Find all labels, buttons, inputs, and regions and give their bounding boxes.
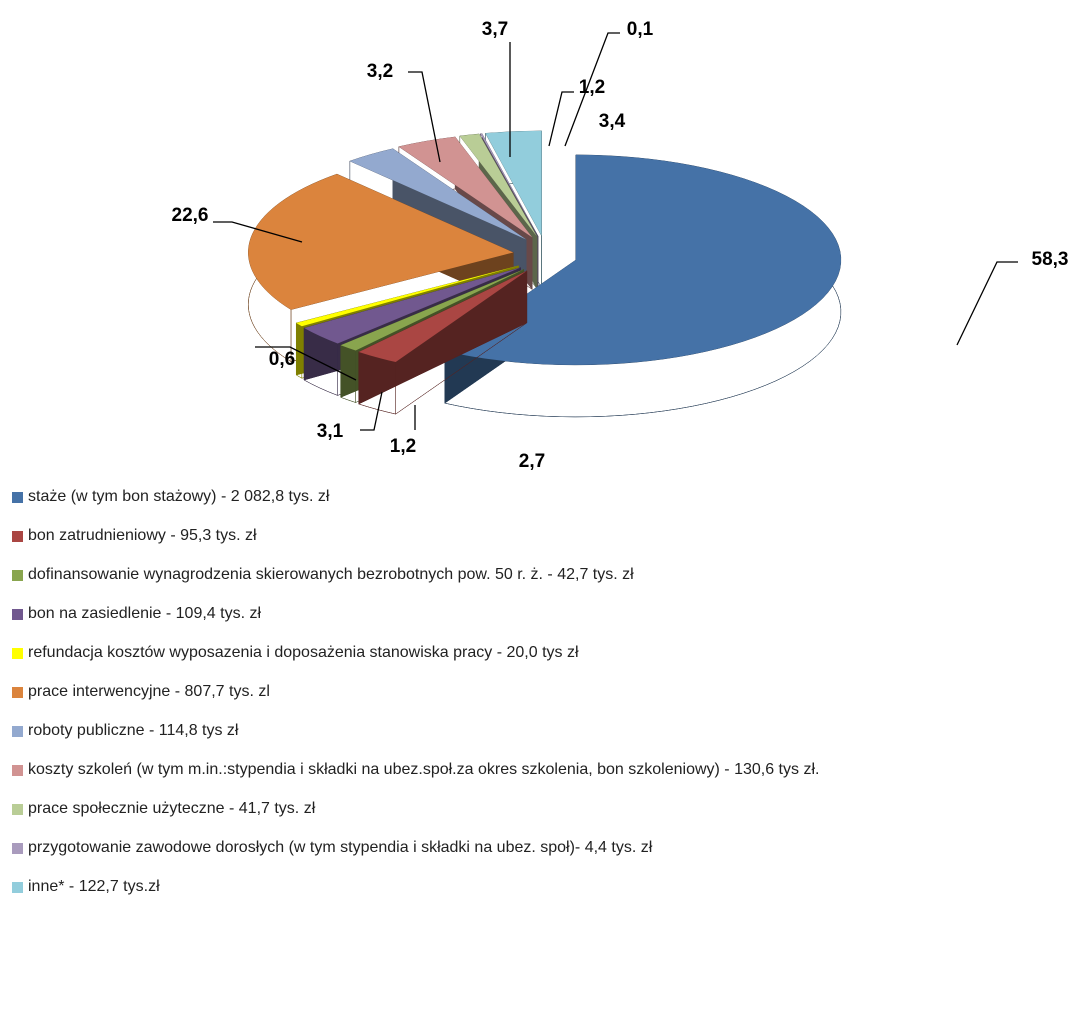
slice [459,133,537,237]
leader-line [956,261,1018,346]
slice [304,267,521,344]
chart: 58,3 2,7 1,2 3,1 0,6 22,6 3,2 3,7 1,2 0,1 3,4 [172,19,1069,472]
data-label: 3,7 [482,19,508,40]
slice-side [358,270,528,415]
legend-item: inne* - 122,7 tys.zł [12,878,1082,917]
legend-swatch [12,765,23,776]
slice [444,154,841,365]
legend-label: inne* - 122,7 tys.zł [28,878,160,895]
legend-label: staże (w tym bon stażowy) - 2 082,8 tys.… [28,488,330,505]
leader-line [213,221,303,243]
legend-label: bon na zasiedlenie - 109,4 tys. zł [28,605,262,622]
legend-label: refundacja kosztów wyposazenia i doposaż… [28,644,579,661]
legend-label: bon zatrudnieniowy - 95,3 tys. zł [28,527,257,544]
data-label: 1,2 [579,77,605,98]
legend-swatch [12,726,23,737]
data-label: 22,6 [172,205,209,226]
legend-item: refundacja kosztów wyposazenia i doposaż… [12,644,1082,683]
legend-item: staże (w tym bon stażowy) - 2 082,8 tys.… [12,488,1082,527]
leader-line [548,91,574,147]
data-label: 58,3 [1032,249,1069,270]
legend-swatch [12,531,23,542]
legend-item: przygotowanie zawodowe dorosłych (w tym … [12,839,1082,878]
data-label: 0,1 [627,19,654,40]
legend-label: roboty publiczne - 114,8 tys zł [28,722,239,739]
legend-label: prace społecznie użyteczne - 41,7 tys. z… [28,800,316,817]
slice [480,133,539,237]
legend-swatch [12,687,23,698]
leader-line [564,32,620,147]
slice [358,270,527,363]
legend-item: dofinansowanie wynagrodzenia skierowanyc… [12,566,1082,605]
data-label: 0,6 [269,349,295,370]
legend-item: koszty szkoleń (w tym m.in.:stypendia i … [12,761,1082,800]
leader-line [255,346,357,381]
legend-label: koszty szkoleń (w tym m.in.:stypendia i … [28,761,820,778]
legend-swatch [12,882,23,893]
slice [296,265,519,327]
legend-swatch [12,648,23,659]
legend: staże (w tym bon stażowy) - 2 082,8 tys.… [12,488,1082,917]
legend-item: bon zatrudnieniowy - 95,3 tys. zł [12,527,1082,566]
slice [485,130,542,236]
legend-swatch [12,492,23,503]
slice [248,174,514,310]
legend-swatch [12,804,23,815]
data-label: 1,2 [390,436,416,457]
slice [340,269,524,351]
slice [398,136,533,238]
slice [349,148,527,240]
data-label: 3,1 [317,421,344,442]
legend-label: prace interwencyjne - 807,7 tys. zl [28,683,270,700]
legend-item: prace społecznie użyteczne - 41,7 tys. z… [12,800,1082,839]
data-label: 3,4 [599,111,626,132]
legend-item: prace interwencyjne - 807,7 tys. zl [12,683,1082,722]
legend-swatch [12,570,23,581]
legend-label: przygotowanie zawodowe dorosłych (w tym … [28,839,653,856]
legend-item: bon na zasiedlenie - 109,4 tys. zł [12,605,1082,644]
legend-swatch [12,609,23,620]
legend-item: roboty publiczne - 114,8 tys zł [12,722,1082,761]
data-label: 3,2 [367,61,393,82]
leader-line [360,391,383,431]
legend-swatch [12,843,23,854]
leader-line [408,71,441,163]
legend-label: dofinansowanie wynagrodzenia skierowanyc… [28,566,634,583]
data-label: 2,7 [519,451,545,472]
